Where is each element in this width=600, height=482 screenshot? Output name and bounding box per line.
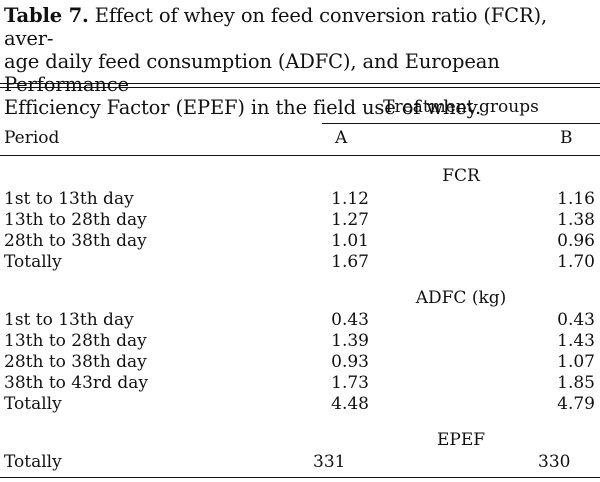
row-value-b: 1.70 (557, 252, 595, 272)
row-value-a: 1.01 (331, 231, 369, 251)
row-value-a: 1.39 (331, 331, 369, 351)
row-period: 13th to 28th day (4, 210, 147, 230)
row-value-b: 0.96 (557, 231, 595, 251)
row-value-a: 1.12 (331, 189, 369, 209)
row-period: 13th to 28th day (4, 331, 147, 351)
row-period: 1st to 13th day (4, 189, 134, 209)
caption-text-1: Effect of whey on feed conversion ratio … (4, 4, 547, 50)
caption-label: Table 7. (4, 4, 89, 27)
section-title-fcr: FCR (442, 166, 480, 186)
row-period: 38th to 43rd day (4, 373, 148, 393)
row-value-a: 4.48 (331, 394, 369, 414)
row-value-b: 0.43 (557, 310, 595, 330)
row-value-b: 1.16 (557, 189, 595, 209)
row-period: Totally (4, 252, 62, 272)
row-period: Totally (4, 452, 62, 472)
section-title-epef: EPEF (436, 430, 486, 450)
row-value-b: 1.07 (557, 352, 595, 372)
row-value-a: 1.67 (331, 252, 369, 272)
treatment-groups-rule (322, 123, 600, 124)
table-caption: Table 7. Effect of whey on feed conversi… (4, 4, 596, 119)
row-value-b: 330 (538, 452, 571, 472)
row-period: 1st to 13th day (4, 310, 134, 330)
row-period: 28th to 38th day (4, 352, 147, 372)
row-value-a: 1.27 (331, 210, 369, 230)
column-a-header: A (335, 128, 348, 148)
column-b-header: B (560, 128, 573, 148)
row-value-b: 1.85 (557, 373, 595, 393)
header-rule (0, 155, 600, 156)
row-value-b: 1.43 (557, 331, 595, 351)
section-title-adfc: ADFC (kg) (415, 288, 507, 308)
top-double-rule-2 (0, 87, 600, 89)
row-value-b: 1.38 (557, 210, 595, 230)
caption-line-1: Table 7. Effect of whey on feed conversi… (4, 4, 596, 50)
top-double-rule-1 (0, 83, 600, 85)
caption-line-2: age daily feed consumption (ADFC), and E… (4, 50, 500, 96)
treatment-groups-heading: Treatment groups (383, 97, 539, 117)
caption-line-3: Efficiency Factor (EPEF) in the field us… (4, 96, 482, 119)
row-value-a: 1.73 (331, 373, 369, 393)
row-value-b: 4.79 (557, 394, 595, 414)
row-value-a: 0.43 (331, 310, 369, 330)
row-period: 28th to 38th day (4, 231, 147, 251)
bottom-rule (0, 477, 600, 478)
period-column-header: Period (4, 128, 60, 148)
row-value-a: 331 (313, 452, 346, 472)
row-period: Totally (4, 394, 62, 414)
row-value-a: 0.93 (331, 352, 369, 372)
